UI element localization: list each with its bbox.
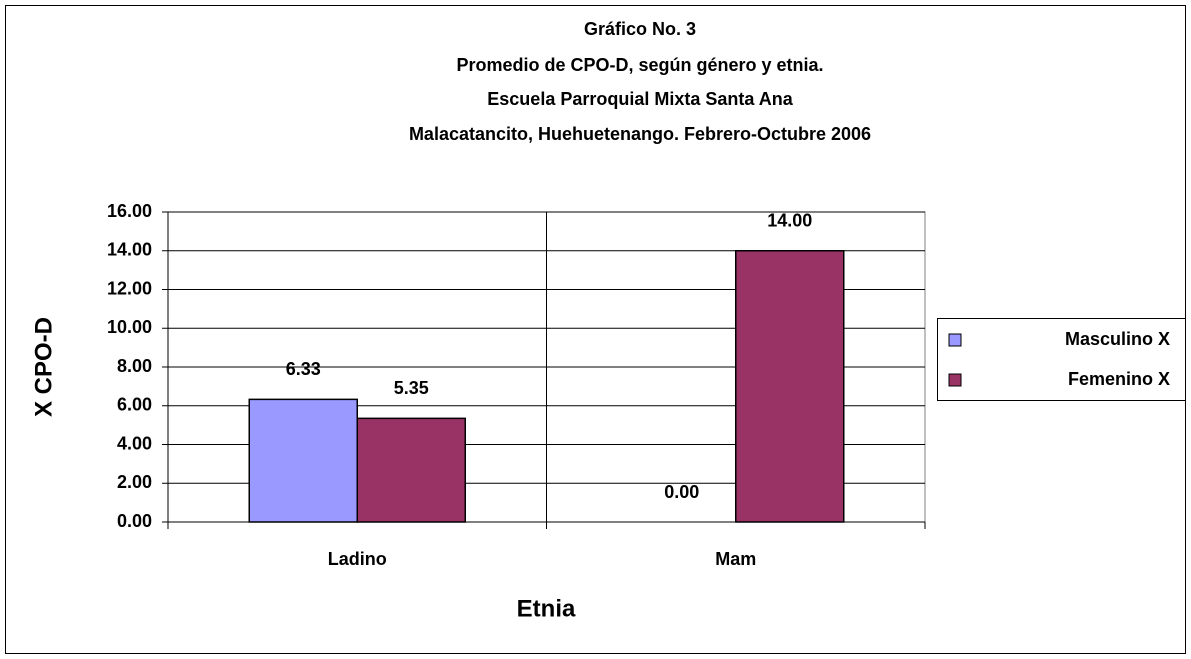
bar — [356, 417, 466, 523]
chart-title: Gráfico No. 3 — [584, 19, 696, 39]
legend-swatch — [948, 373, 962, 387]
bar — [248, 398, 358, 523]
chart-title: Escuela Parroquial Mixta Santa Ana — [487, 89, 793, 109]
y-tick-label: 8.00 — [117, 356, 152, 376]
bar — [735, 250, 845, 523]
data-label: 5.35 — [394, 378, 429, 398]
x-tick-label: Ladino — [328, 549, 387, 569]
y-tick-label: 2.00 — [117, 472, 152, 492]
y-tick-label: 10.00 — [107, 317, 152, 337]
y-tick-label: 12.00 — [107, 278, 152, 298]
data-label: 14.00 — [767, 211, 812, 231]
chart-title: Malacatancito, Huehuetenango. Febrero-Oc… — [409, 124, 871, 144]
y-tick-label: 16.00 — [107, 201, 152, 221]
data-label: 6.33 — [286, 359, 321, 379]
legend-label: Masculino X — [1065, 329, 1170, 349]
data-label: 0.00 — [664, 482, 699, 502]
y-tick-label: 0.00 — [117, 511, 152, 531]
legend-label: Femenino X — [1068, 369, 1170, 389]
y-axis-label: X CPO-D — [30, 317, 57, 417]
y-tick-label: 4.00 — [117, 433, 152, 453]
legend-swatch — [948, 333, 962, 347]
y-tick-label: 6.00 — [117, 395, 152, 415]
y-tick-label: 14.00 — [107, 240, 152, 260]
chart-title: Promedio de CPO-D, según género y etnia. — [456, 55, 823, 75]
legend — [937, 318, 1186, 401]
x-tick-label: Mam — [715, 549, 756, 569]
x-axis-label: Etnia — [517, 595, 576, 622]
